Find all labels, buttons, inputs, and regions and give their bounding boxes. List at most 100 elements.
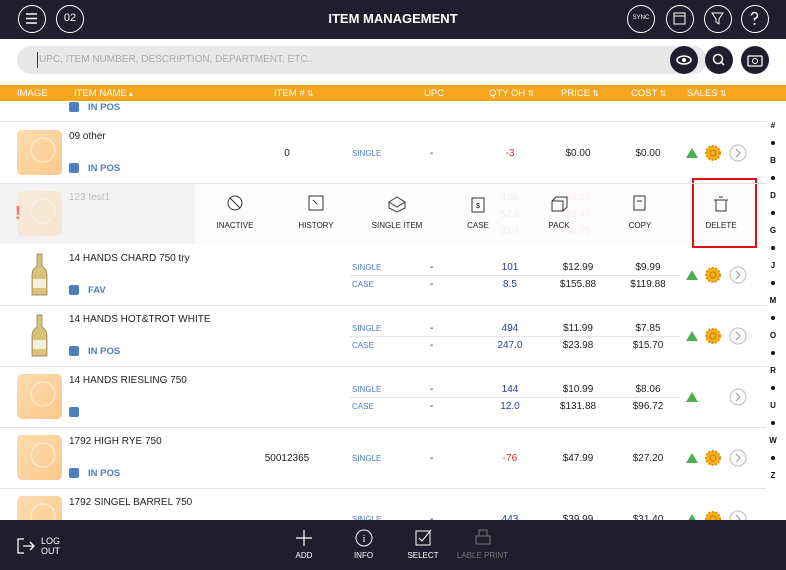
index-dot [771, 316, 775, 320]
item-image [17, 496, 62, 520]
item-row[interactable]: 14 HANDS HOT&TROT WHITE IN POS SINGLE - 494 $… [0, 305, 766, 367]
date: 02 [63, 12, 77, 24]
item-row[interactable]: 1792 HIGH RYE 750 IN POS 50012365 SINGLE - -7… [0, 427, 766, 489]
index-letter[interactable]: B [770, 156, 776, 165]
svg-text:$: $ [476, 203, 480, 210]
index-dot [771, 421, 775, 425]
svg-text:i: i [362, 534, 365, 545]
index-dot [771, 176, 775, 180]
upc: - [430, 148, 434, 159]
upc: - [430, 323, 434, 334]
index-letter[interactable]: M [769, 296, 777, 305]
help-button[interactable] [741, 5, 769, 33]
item-row[interactable]: 14 HANDS CHARD 750 try FAV SINGLE - 101 $12.9… [0, 244, 766, 306]
sales-icons [685, 325, 755, 345]
item-name: 14 HANDS RIESLING 750 [69, 375, 187, 386]
item-row[interactable]: 09 other IN POS 0 SINGLE - -3 $0.00 $0.00 [0, 122, 766, 184]
index-letter[interactable]: # [770, 121, 776, 130]
column-label: UPC [424, 88, 445, 99]
sort-icon: ⇅ [590, 89, 599, 98]
column-label[interactable]: ITEM NAME ▴ [74, 88, 134, 99]
upc: - [430, 514, 434, 520]
action-label: PACK [548, 221, 570, 230]
swipe-action[interactable]: PACK [524, 191, 594, 236]
action-label: INACTIVE [216, 221, 254, 230]
cursor [37, 52, 38, 68]
swipe-action[interactable]: DELETE [686, 191, 756, 236]
unit-type: SINGLE [352, 263, 382, 272]
sync-button[interactable]: SYNC [627, 5, 655, 33]
logout-label: LOG OUT [41, 536, 61, 556]
index-letter[interactable]: W [769, 436, 777, 445]
index-dot [771, 456, 775, 460]
swipe-action[interactable]: $ CASE [443, 191, 513, 236]
column-label[interactable]: SALES ⇅ [687, 88, 727, 99]
cost: $31.40 [632, 514, 664, 520]
column-label[interactable]: QTY OH ⇅ [489, 88, 535, 99]
item-row[interactable]: 1792 SINGEL BARREL 750 SINGLE - 443 $39.99 $3… [0, 488, 766, 520]
item-image [17, 130, 62, 175]
camera-button[interactable] [741, 46, 769, 74]
menu-button[interactable] [18, 5, 46, 33]
item-name: 14 HANDS CHARD 750 try [69, 253, 190, 264]
index-letter[interactable]: O [769, 331, 777, 340]
cost: $9.99 [635, 262, 661, 273]
index-dot [771, 351, 775, 355]
cost: $0.00 [635, 148, 661, 159]
price: $23.98 [562, 340, 594, 351]
swipe-action[interactable]: COPY [605, 191, 675, 236]
cost: $7.85 [635, 323, 661, 334]
logout-button[interactable]: LOG OUT [16, 534, 66, 558]
swipe-action[interactable]: INACTIVE [200, 191, 270, 236]
column-label[interactable]: ITEM # ⇅ [274, 88, 314, 99]
swipe-action[interactable]: HISTORY [281, 191, 351, 236]
price: $155.88 [559, 279, 597, 290]
upc: - [430, 384, 434, 395]
swipe-action[interactable]: SINGLE ITEM [362, 191, 432, 236]
cost: $96.72 [632, 401, 664, 412]
index-letter[interactable]: U [770, 401, 776, 410]
sales-icons [685, 386, 755, 406]
index-dot [771, 281, 775, 285]
footer-label: INFO [353, 551, 374, 560]
tag-label: IN POS [88, 163, 121, 174]
price: $10.99 [562, 384, 594, 395]
index-letter[interactable]: R [770, 366, 776, 375]
index-letter[interactable]: D [770, 191, 776, 200]
date-button[interactable]: 02 [56, 5, 84, 33]
column-label[interactable]: PRICE ⇅ [561, 88, 599, 99]
sales-icons [685, 447, 755, 467]
column-header: IMAGE ITEM NAME ▴ ITEM # ⇅ UPC QTY OH ⇅ PRICE… [0, 85, 786, 101]
price: $39.99 [562, 514, 594, 520]
footer-action[interactable]: SELECT [393, 528, 453, 564]
eye-button[interactable] [670, 46, 698, 74]
sync: SYNC [632, 15, 650, 21]
qty: 8.5 [503, 279, 517, 290]
index-letter[interactable]: G [769, 226, 777, 235]
tag-icon [69, 468, 79, 478]
item-image [17, 191, 62, 236]
upc: - [430, 401, 434, 412]
column-label[interactable]: COST ⇅ [631, 88, 667, 99]
line-divider [350, 275, 680, 276]
unit-type: SINGLE [352, 515, 382, 520]
item-row[interactable]: 14 HANDS RIESLING 750 SINGLE - 144 $10.99 $8.… [0, 366, 766, 428]
sort-icon: ⇅ [657, 89, 667, 98]
action-label: SINGLE ITEM [371, 221, 423, 230]
search-bar[interactable]: UPC, ITEM NUMBER, DESCRIPTION, DEPARTMEN… [17, 46, 707, 74]
index-letter[interactable]: Z [770, 471, 776, 480]
search-button[interactable] [705, 46, 733, 74]
filter-button[interactable] [704, 5, 732, 33]
calendar-button[interactable] [666, 5, 694, 33]
tag-label: IN POS [88, 102, 121, 113]
index-letter[interactable]: J [770, 261, 776, 270]
tag-icon [69, 285, 79, 295]
footer-action[interactable]: ADD [274, 528, 334, 564]
footer-action[interactable]: i INFO [334, 528, 394, 564]
index-dot [771, 246, 775, 250]
footer-label: SELECT [407, 551, 439, 560]
tag-label: IN POS [88, 346, 121, 357]
cost: $119.88 [630, 279, 666, 290]
item-name: 14 HANDS HOT&TROT WHITE [69, 314, 211, 325]
